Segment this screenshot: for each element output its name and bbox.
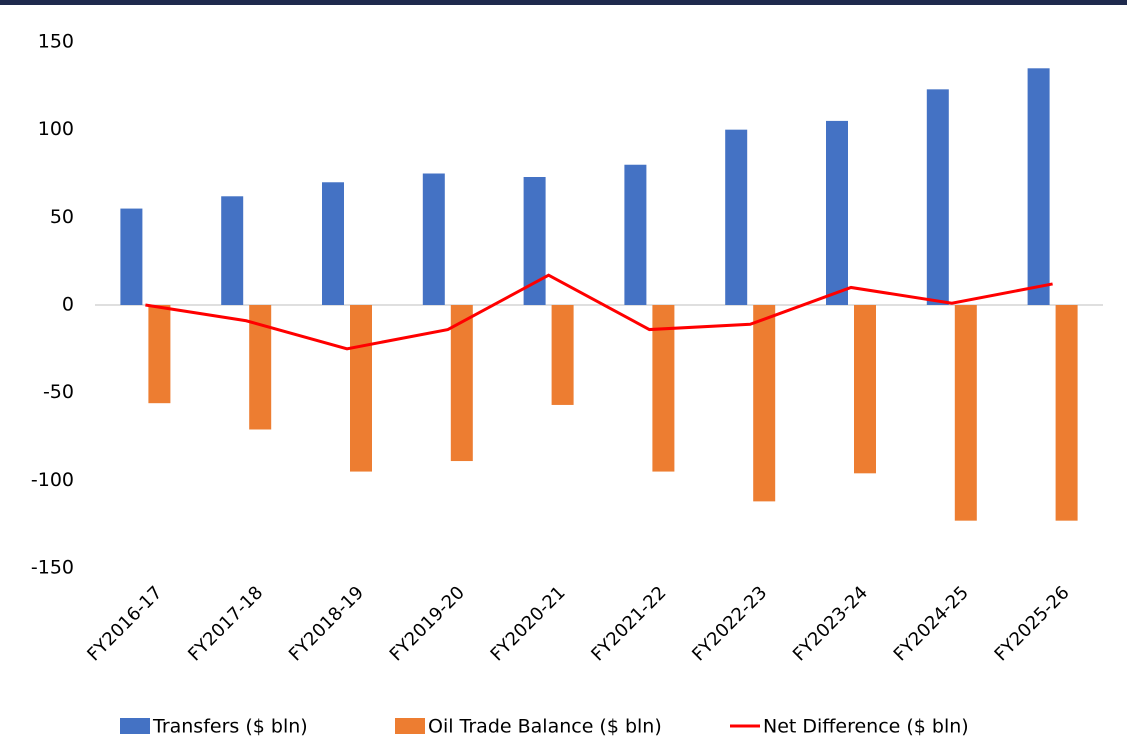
x-tick-label: FY2018-19	[285, 582, 368, 665]
bar	[523, 177, 546, 305]
legend-swatch	[395, 718, 425, 734]
bar	[753, 305, 776, 502]
y-tick-label: -150	[31, 557, 74, 579]
legend-label: Oil Trade Balance ($ bln)	[428, 716, 662, 738]
bar	[926, 89, 949, 305]
legend-swatch	[120, 718, 150, 734]
legend-label: Net Difference ($ bln)	[763, 716, 969, 738]
x-tick-label: FY2019-20	[386, 582, 469, 665]
bar	[1055, 305, 1078, 521]
bar	[322, 182, 344, 305]
x-tick-label: FY2023-24	[789, 582, 872, 665]
bar	[624, 164, 647, 305]
bar	[450, 305, 473, 462]
x-tick-label: FY2021-22	[587, 582, 670, 665]
bar	[954, 305, 977, 521]
bar	[826, 120, 848, 306]
top-border	[0, 0, 1127, 5]
bar	[120, 208, 143, 305]
legend-label: Transfers ($ bln)	[152, 716, 308, 738]
x-tick-label: FY2020-21	[487, 582, 570, 665]
bar	[148, 305, 171, 404]
x-tick-label: FY2025-26	[991, 582, 1074, 665]
x-tick-label: FY2024-25	[890, 582, 973, 665]
bar	[551, 305, 574, 405]
y-tick-label: 100	[38, 118, 74, 140]
y-tick-label: 150	[38, 31, 74, 53]
y-tick-label: -50	[43, 381, 74, 403]
line	[145, 273, 1053, 351]
bar	[652, 305, 675, 472]
y-tick-label: 0	[62, 294, 74, 316]
bar	[221, 196, 244, 305]
y-tick-label: 50	[50, 206, 74, 228]
y-tick-label: -100	[31, 469, 74, 491]
bar	[249, 305, 272, 430]
bar	[725, 129, 748, 305]
bar	[854, 305, 876, 474]
bar	[350, 305, 372, 472]
bar	[1027, 68, 1050, 305]
bar	[422, 173, 445, 305]
x-tick-label: FY2016-17	[83, 582, 166, 665]
x-tick-label: FY2017-18	[184, 582, 267, 665]
x-tick-label: FY2022-23	[688, 582, 771, 665]
